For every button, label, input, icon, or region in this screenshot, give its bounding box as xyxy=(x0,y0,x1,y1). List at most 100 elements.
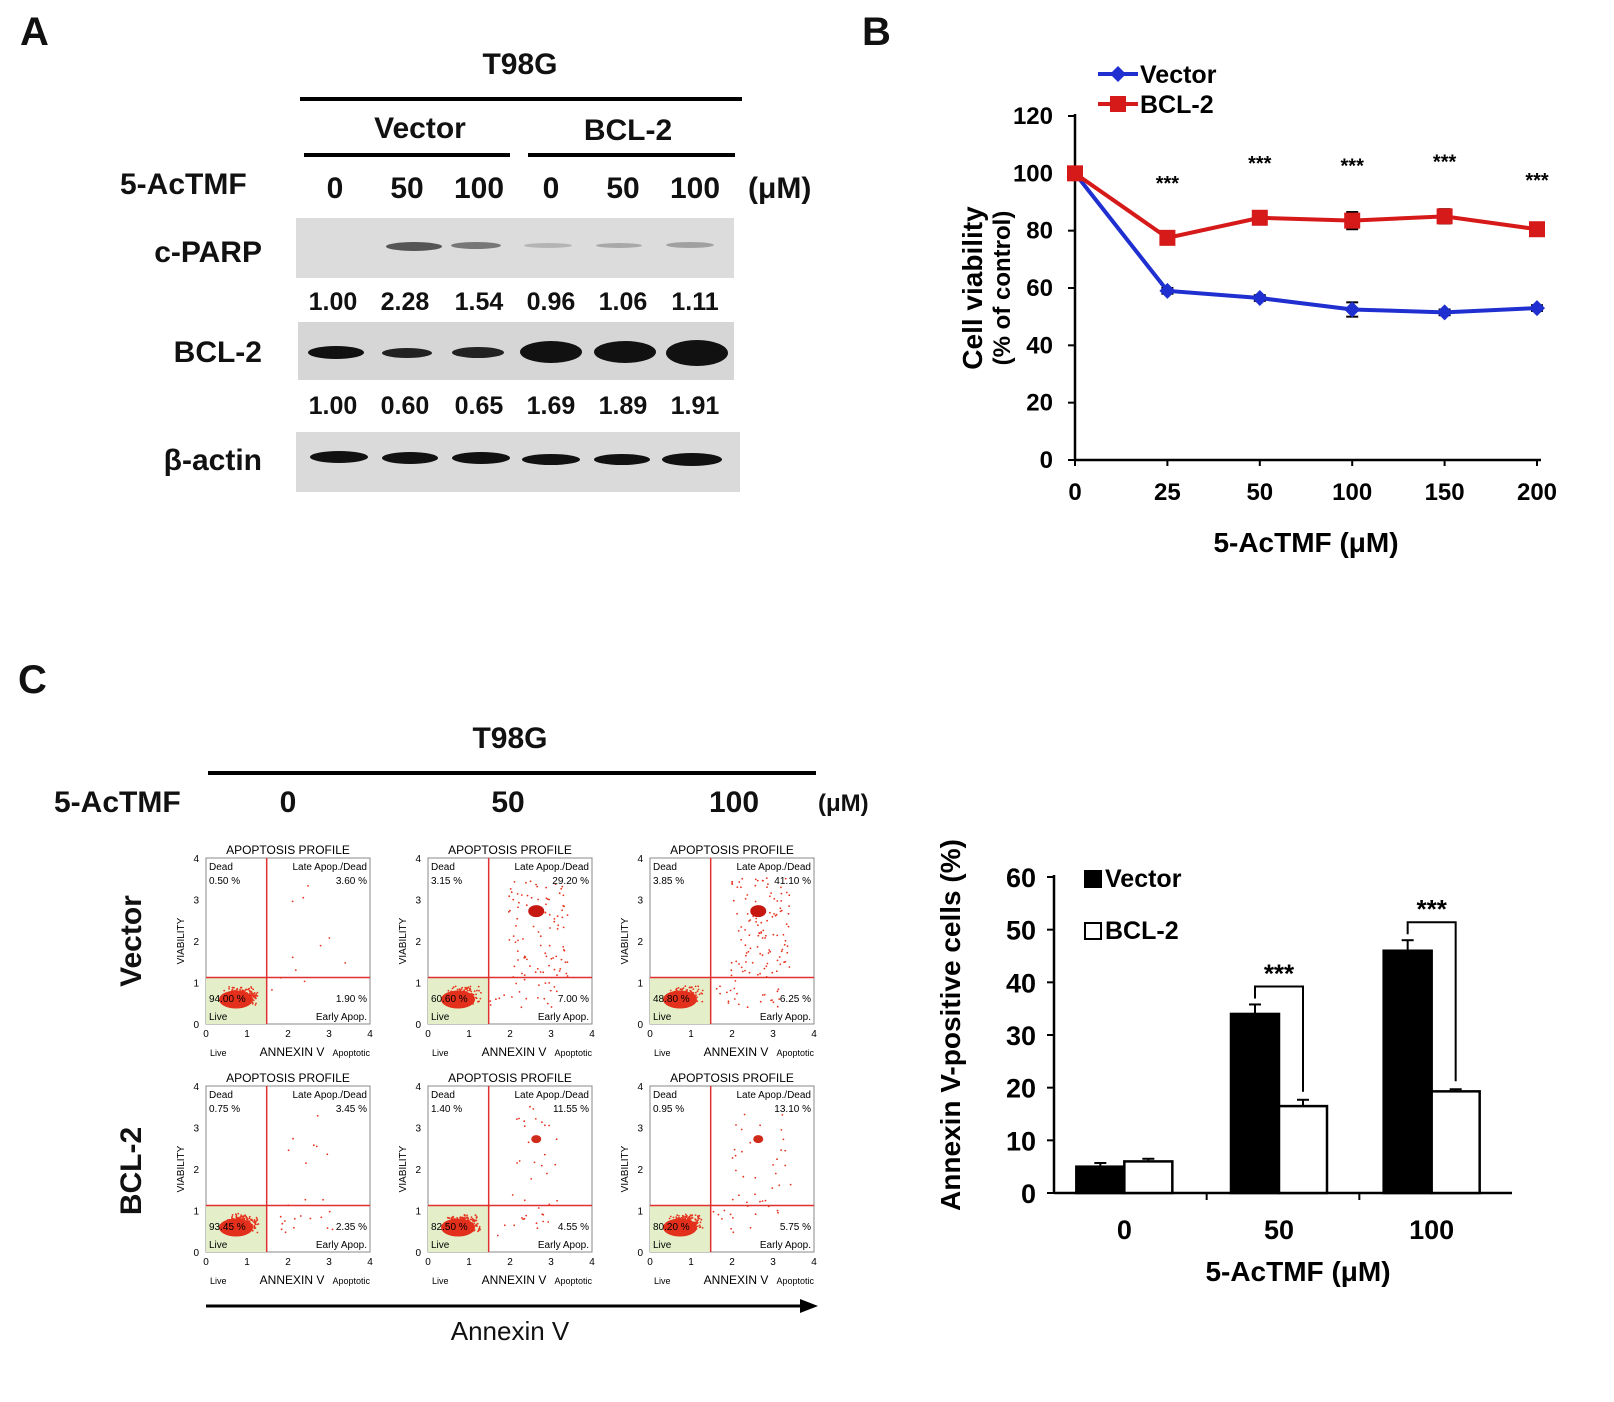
y-tick-label: 20 xyxy=(1026,390,1053,417)
panel-a-cell-line: T98G xyxy=(482,48,558,81)
event-dot xyxy=(699,1226,702,1228)
event-dot xyxy=(291,956,294,959)
annexin-arrow xyxy=(206,1299,818,1313)
flow-x-tick: 1 xyxy=(688,1257,694,1268)
late-cluster xyxy=(531,1135,542,1144)
flow-y-tick: 4 xyxy=(193,1082,199,1093)
legend-label: BCL-2 xyxy=(1140,91,1214,119)
row-label-actin: β-actin xyxy=(163,444,262,477)
flow-y-tick: 0 xyxy=(637,1248,643,1259)
event-dot xyxy=(523,1199,526,1202)
event-dot xyxy=(479,997,482,1000)
event-dot xyxy=(701,992,704,995)
event-dot xyxy=(249,992,251,995)
event-dot xyxy=(780,886,782,889)
event-dot xyxy=(322,1198,324,1201)
flow-x-tick: 0 xyxy=(203,1257,209,1268)
x-axis-label: 5-AcTMF (μM) xyxy=(1213,527,1398,558)
event-dot xyxy=(668,1217,671,1220)
flow-x-tick: 4 xyxy=(589,1029,595,1040)
lane-label: 50 xyxy=(606,172,640,205)
event-dot xyxy=(509,888,512,890)
event-dot xyxy=(697,988,700,991)
flow-title: APOPTOSIS PROFILE xyxy=(226,1071,350,1085)
event-dot xyxy=(503,994,506,997)
event-dot xyxy=(256,1218,259,1221)
event-dot xyxy=(675,1216,678,1218)
event-dot xyxy=(696,990,699,993)
event-dot xyxy=(694,1221,697,1224)
live-value: 60.60 % xyxy=(431,994,468,1005)
event-dot xyxy=(456,1217,458,1219)
event-dot xyxy=(754,1213,757,1216)
event-dot xyxy=(555,990,558,993)
event-dot xyxy=(566,961,569,963)
panel-c-unit-label: (μM) xyxy=(818,790,869,817)
flow-x-tick: 1 xyxy=(466,1257,472,1268)
flow-y-tick: 1 xyxy=(415,1207,421,1218)
lane-label: 0 xyxy=(326,172,344,205)
event-dot xyxy=(549,927,551,929)
event-dot xyxy=(687,1217,689,1220)
event-dot xyxy=(746,1006,749,1009)
event-dot xyxy=(284,1231,287,1234)
event-dot xyxy=(762,929,765,932)
event-dot xyxy=(677,986,680,989)
event-dot xyxy=(231,988,234,991)
panel-a-letter: A xyxy=(20,10,49,54)
event-dot xyxy=(697,1217,700,1220)
flow-x-tick: 0 xyxy=(425,1257,431,1268)
event-dot xyxy=(744,944,747,947)
y-tick-label: 10 xyxy=(1006,1126,1036,1156)
event-dot xyxy=(771,971,774,974)
event-dot xyxy=(694,1218,697,1221)
flow-cytometry-grid: APOPTOSIS PROFILE Dead 0.50 % Late Apop./De… xyxy=(176,843,817,1287)
y-tick-label: 80 xyxy=(1026,218,1053,245)
event-dot xyxy=(291,900,294,903)
event-dot xyxy=(523,955,526,958)
event-dot xyxy=(556,928,559,930)
event-dot xyxy=(467,1217,469,1220)
event-dot xyxy=(784,1164,787,1167)
event-dot xyxy=(556,915,559,918)
flow-x-tick: 3 xyxy=(326,1257,332,1268)
event-dot xyxy=(745,952,748,954)
flow-x-tick: 2 xyxy=(729,1029,735,1040)
bar-vector xyxy=(1075,1165,1126,1195)
flow-x-tick: 4 xyxy=(811,1257,817,1268)
event-dot xyxy=(539,944,542,947)
event-dot xyxy=(464,988,467,990)
live-cluster xyxy=(441,1218,475,1237)
flow-y-tick: 2 xyxy=(415,1165,421,1176)
event-dot xyxy=(735,1169,737,1172)
event-dot xyxy=(558,970,561,972)
event-dot xyxy=(545,886,548,889)
bcl2-value: 0.65 xyxy=(454,392,504,420)
flow-title: APOPTOSIS PROFILE xyxy=(670,843,794,857)
event-dot xyxy=(763,967,766,970)
flow-y-tick: 4 xyxy=(415,854,421,865)
data-point xyxy=(1529,300,1545,317)
event-dot xyxy=(461,986,464,989)
event-dot xyxy=(780,1129,783,1131)
significance-label: *** xyxy=(1433,151,1457,173)
late-value: 41.10 % xyxy=(774,876,811,887)
lane-label: 100 xyxy=(669,172,721,205)
flow-x-tick: 3 xyxy=(326,1029,332,1040)
x-tick-label: 25 xyxy=(1154,479,1181,506)
event-dot xyxy=(678,1215,680,1217)
event-dot xyxy=(312,1144,315,1147)
event-dot xyxy=(509,909,511,912)
event-dot xyxy=(747,950,750,953)
event-dot xyxy=(251,1002,254,1005)
event-dot xyxy=(254,995,257,998)
event-dot xyxy=(682,987,685,989)
event-dot xyxy=(309,1217,312,1220)
flow-xlabel: ANNEXIN V xyxy=(260,1045,325,1059)
event-dot xyxy=(328,937,331,939)
event-dot xyxy=(477,1230,479,1233)
event-dot xyxy=(696,1222,699,1224)
panel-c-letter: C xyxy=(18,658,47,702)
event-dot xyxy=(780,1149,782,1151)
event-dot xyxy=(510,891,513,894)
